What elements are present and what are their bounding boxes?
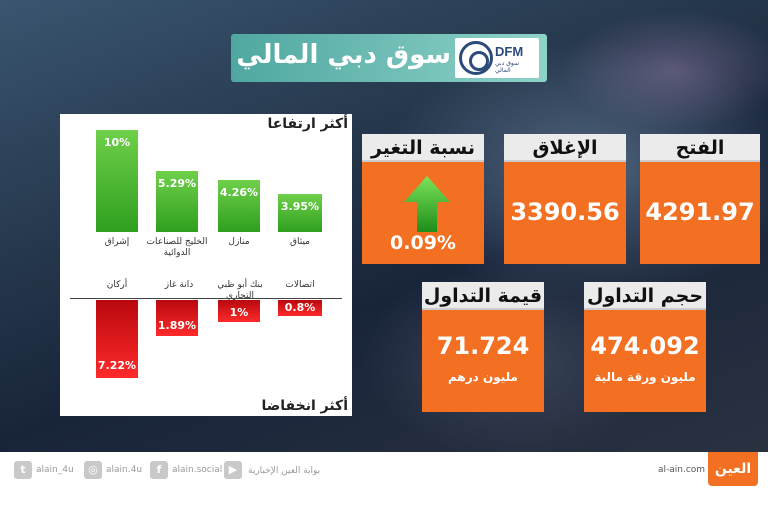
loser-bar: 1.89% — [156, 300, 198, 336]
open-card-value: 4291.97 — [645, 198, 755, 226]
trade-value-card: قيمة التداول 71.724 مليون درهم — [422, 282, 544, 412]
dfm-logo: DFM سوق دبي المالي — [455, 38, 539, 78]
twitter-icon: t — [14, 461, 32, 479]
twitter-link[interactable]: t alain_4u — [14, 460, 74, 480]
loser-name: أركان — [106, 280, 128, 290]
gainer-bar: 5.29% — [156, 171, 198, 232]
instagram-icon: ◎ — [84, 461, 102, 479]
facebook-icon: f — [150, 461, 168, 479]
loser-name: دانة غاز — [164, 280, 194, 290]
site-url[interactable]: al-ain.com — [658, 465, 706, 475]
gainer-name: منازل — [228, 237, 250, 247]
footer — [0, 452, 768, 510]
gainer-name: إشراق — [104, 237, 130, 247]
loser-bar: 1% — [218, 300, 260, 322]
loser-name: بنك أبو ظبي التجاري — [217, 280, 263, 301]
gainer-name: الخليج للصناعات الدوائية — [146, 237, 208, 258]
loser-name: اتصالات — [285, 280, 315, 290]
gainer-value: 3.95% — [280, 200, 320, 213]
trade-value-value: 71.724 — [436, 332, 530, 360]
losers-label: أكثر انخفاضا — [261, 398, 348, 414]
arrow-up-icon — [404, 176, 450, 232]
trade-volume-unit: مليون ورقة مالية — [594, 370, 696, 384]
twitter-handle: alain_4u — [36, 465, 74, 475]
youtube-link[interactable]: ▶ — [224, 460, 242, 480]
trade-volume-card: حجم التداول 474.092 مليون ورقة مالية — [584, 282, 706, 412]
open-card: الفتح 4291.97 — [640, 134, 760, 264]
loser-value: 1.89% — [157, 319, 197, 332]
trade-value-label: قيمة التداول — [423, 285, 543, 307]
title-banner: سوق دبي المالي DFM سوق دبي المالي — [231, 34, 547, 82]
open-card-label: الفتح — [675, 137, 725, 159]
axis-line — [70, 298, 342, 299]
movers-panel: أكثر ارتفاعا 10% 5.29% 4.26% 3.95% إشراق… — [60, 114, 352, 416]
change-card: نسبة التغير 0.09% — [362, 134, 484, 264]
page-title: سوق دبي المالي — [236, 40, 451, 70]
gainer-name: ميثاق — [290, 237, 310, 247]
close-card-label: الإغلاق — [532, 137, 598, 159]
change-card-value: 0.09% — [390, 232, 456, 254]
gainers-label: أكثر ارتفاعا — [267, 116, 348, 132]
gainer-bar: 10% — [96, 130, 138, 232]
change-card-label: نسبة التغير — [370, 137, 476, 159]
logo-subtitle: سوق دبي المالي — [495, 60, 520, 74]
youtube-icon: ▶ — [224, 461, 242, 479]
gainer-value: 5.29% — [157, 177, 197, 190]
gainer-bar: 4.26% — [218, 180, 260, 232]
trade-volume-value: 474.092 — [590, 332, 700, 360]
close-card-value: 3390.56 — [510, 198, 620, 226]
gainer-value: 4.26% — [219, 186, 259, 199]
loser-bar: 0.8% — [278, 300, 322, 316]
brand-logo: العين — [708, 452, 758, 486]
gainer-value: 10% — [103, 136, 131, 149]
facebook-handle: alain.social — [172, 465, 223, 475]
loser-value: 7.22% — [97, 359, 137, 372]
loser-value: 1% — [229, 306, 249, 319]
trade-value-unit: مليون درهم — [448, 370, 518, 384]
instagram-handle: alain.4u — [106, 465, 143, 475]
close-card: الإغلاق 3390.56 — [504, 134, 626, 264]
brand-text: العين — [714, 461, 752, 477]
instagram-link[interactable]: ◎ alain.4u — [84, 460, 142, 480]
loser-value: 0.8% — [284, 301, 316, 314]
trade-volume-label: حجم التداول — [586, 285, 704, 307]
gainer-bar: 3.95% — [278, 194, 322, 232]
logo-abbr: DFM — [495, 44, 524, 59]
loser-bar: 7.22% — [96, 300, 138, 378]
facebook-link[interactable]: f alain.social — [150, 460, 222, 480]
dfm-emblem-icon — [459, 41, 493, 75]
portal-name: بوابة العين الإخبارية — [248, 466, 321, 476]
